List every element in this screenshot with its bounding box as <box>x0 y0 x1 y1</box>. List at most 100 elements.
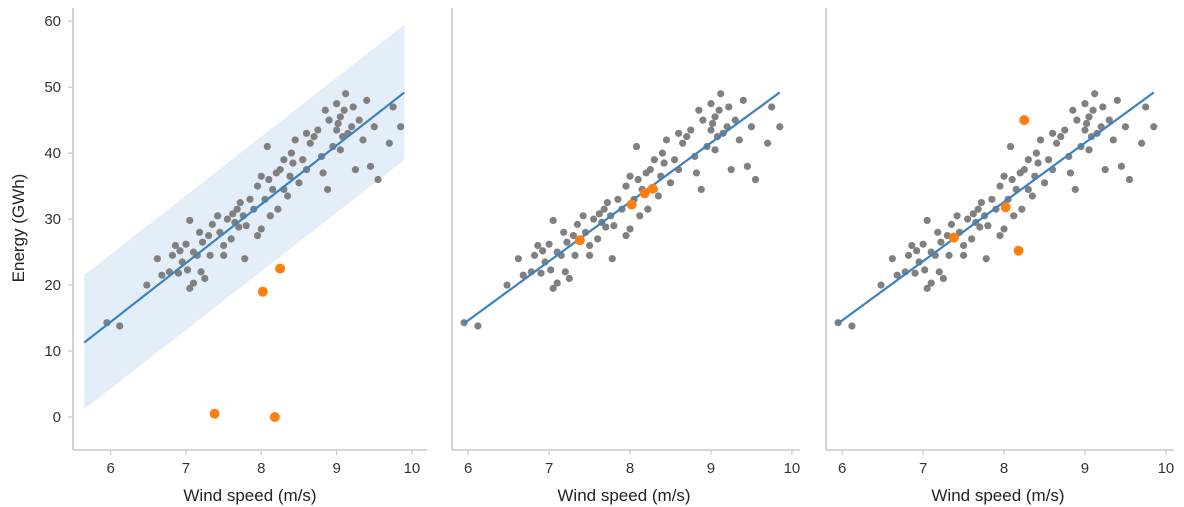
data-point <box>687 126 695 134</box>
data-point <box>988 195 996 203</box>
data-point <box>183 266 192 274</box>
y-axis-label: Energy (GWh) <box>9 174 28 283</box>
x-tick-label: 10 <box>784 460 801 477</box>
data-point <box>1066 169 1075 177</box>
data-point <box>953 212 961 220</box>
data-point <box>1069 106 1077 114</box>
data-point <box>646 166 654 174</box>
data-point <box>545 240 553 248</box>
highlighted-point <box>1019 115 1030 126</box>
data-point <box>727 166 735 174</box>
data-point <box>1036 136 1045 144</box>
data-point <box>725 103 733 111</box>
data-point <box>644 205 652 213</box>
data-point <box>731 116 739 124</box>
data-point <box>934 228 942 236</box>
data-point <box>1085 113 1093 121</box>
data-point <box>571 251 579 259</box>
data-point <box>1000 172 1008 180</box>
data-point <box>349 103 357 111</box>
data-point <box>295 179 303 187</box>
data-point <box>636 212 644 220</box>
data-point <box>1040 179 1049 187</box>
data-point <box>675 129 683 137</box>
scatter-panel-left: Energy (GWh) Wind speed (m/s) 6 7 8 9 10 0 10 2… <box>9 8 427 505</box>
data-point <box>670 156 679 164</box>
data-point <box>968 235 976 243</box>
data-point <box>585 251 594 259</box>
data-point <box>1125 175 1134 184</box>
data-point <box>537 269 545 277</box>
regression-line <box>463 91 781 325</box>
data-point <box>904 251 913 259</box>
data-point <box>747 123 756 131</box>
data-point <box>321 106 329 114</box>
data-point <box>982 255 990 263</box>
data-point <box>911 269 919 277</box>
data-point <box>168 251 177 259</box>
data-point <box>1121 123 1130 131</box>
data-point <box>1049 129 1057 137</box>
data-point <box>1020 166 1028 174</box>
y-tick-label: 0 <box>53 409 61 426</box>
data-point <box>370 123 378 131</box>
data-point <box>1085 146 1093 154</box>
x-axis-label-middle: Wind speed (m/s) <box>557 486 690 505</box>
data-point <box>1006 142 1015 151</box>
data-point <box>565 274 573 283</box>
data-point <box>735 136 743 144</box>
x-axis-label-left: Wind speed (m/s) <box>183 486 316 505</box>
highlighted-point <box>574 235 585 246</box>
data-point <box>314 126 322 134</box>
data-point <box>563 238 571 246</box>
data-point <box>1000 225 1008 233</box>
x-tick-label: 9 <box>707 460 715 477</box>
data-point <box>658 149 667 157</box>
data-point <box>366 162 375 170</box>
data-point <box>284 192 292 200</box>
y-tick-label: 10 <box>44 343 61 360</box>
highlighted-point <box>1013 245 1024 256</box>
data-point <box>323 185 332 194</box>
data-point <box>1057 133 1065 141</box>
data-point <box>1101 166 1109 174</box>
data-point <box>764 139 772 147</box>
data-point <box>374 175 382 184</box>
data-point <box>603 199 611 207</box>
data-point <box>569 231 577 240</box>
data-point <box>959 251 968 259</box>
data-point <box>919 240 927 248</box>
data-point <box>547 266 555 274</box>
data-point <box>662 136 671 144</box>
data-point <box>325 116 333 124</box>
data-point <box>626 172 634 180</box>
data-point <box>319 169 327 177</box>
data-point <box>342 90 350 98</box>
data-point <box>530 251 539 259</box>
data-point <box>274 205 282 213</box>
data-point <box>711 113 719 121</box>
data-point <box>116 322 124 330</box>
data-point <box>1117 162 1125 170</box>
data-point <box>654 192 662 200</box>
data-point <box>622 231 630 240</box>
data-point <box>634 175 642 184</box>
data-point <box>923 216 931 225</box>
data-point <box>590 215 598 223</box>
data-point <box>299 156 307 164</box>
data-point <box>608 255 616 263</box>
data-point <box>913 247 921 255</box>
x-tick-label: 8 <box>1000 460 1008 477</box>
data-point <box>514 255 522 263</box>
data-point <box>927 279 935 287</box>
data-point <box>503 281 511 289</box>
data-point <box>340 106 348 114</box>
data-point <box>257 225 265 233</box>
data-point <box>233 205 241 213</box>
data-point <box>1024 185 1032 194</box>
y-tick-label: 40 <box>44 145 61 162</box>
data-point <box>359 136 367 144</box>
data-point <box>743 162 751 170</box>
data-point <box>351 166 360 174</box>
data-point <box>189 279 198 287</box>
